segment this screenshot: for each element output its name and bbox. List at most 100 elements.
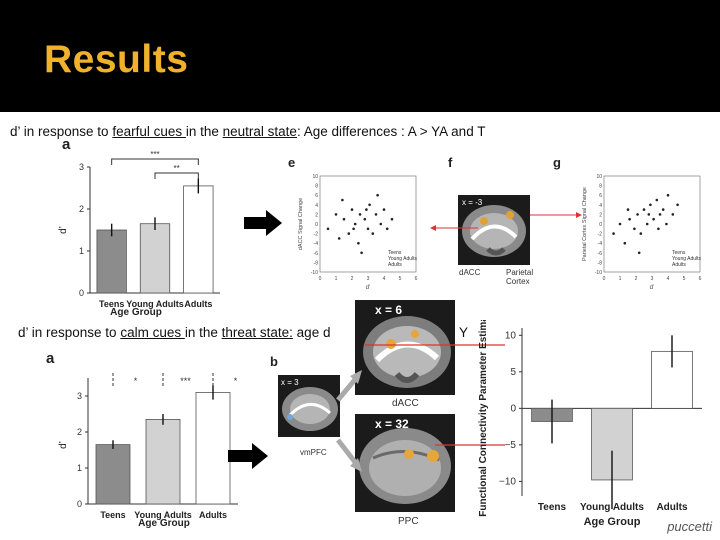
plot-area <box>319 175 417 273</box>
x-tick-label: 5 <box>683 276 686 282</box>
y-tick-label: -8 <box>598 260 603 266</box>
svg-text:x = 3: x = 3 <box>281 378 299 387</box>
y-tick-label: 5 <box>510 367 516 378</box>
scatter-point <box>618 222 622 226</box>
scatter-point <box>657 227 660 231</box>
y-tick-label: 8 <box>599 184 602 190</box>
legend-entry: Teens <box>388 250 402 256</box>
x-tick-label: Teens <box>99 299 124 309</box>
y-tick-label: 1 <box>77 463 82 473</box>
y-axis-label: d’ <box>58 441 69 449</box>
scatter-point <box>652 217 655 221</box>
title-banner <box>0 0 720 112</box>
x-axis-label: d’ <box>650 285 655 291</box>
y-tick-label: 10 <box>596 174 602 180</box>
x-tick-label: 4 <box>383 276 386 282</box>
x-axis-label: d’ <box>366 285 371 291</box>
y-tick-label: 3 <box>77 391 82 401</box>
y-tick-label: -2 <box>598 232 603 238</box>
scatter-point <box>353 222 357 226</box>
scatter-point <box>649 203 652 207</box>
x-axis-label: Age Group <box>138 518 190 529</box>
x-tick-label: 6 <box>415 276 418 282</box>
scatter-point <box>347 232 351 235</box>
significance-label: * <box>134 376 138 386</box>
x-tick-label: 1 <box>619 276 622 282</box>
y-tick-label: 2 <box>77 427 82 437</box>
scatter-point <box>390 217 394 221</box>
y-tick-label: −5 <box>505 440 517 451</box>
result-line-2: d’ in response to calm cues in the threa… <box>18 325 331 340</box>
credit-text: puccetti <box>667 519 712 534</box>
x-axis-label: Age Group <box>584 516 641 528</box>
y-tick-label: -10 <box>311 270 318 276</box>
svg-text:x = -3: x = -3 <box>462 198 483 207</box>
scatter-point <box>676 203 679 207</box>
right-arrow-icon <box>244 210 282 236</box>
y-tick-label: -10 <box>595 270 602 276</box>
x-tick-label: 4 <box>667 276 670 282</box>
panel-label-e: e <box>288 155 296 170</box>
y-tick-label: 2 <box>315 212 318 218</box>
bar-adults <box>195 392 231 505</box>
bar-young-adults <box>139 223 171 294</box>
x-tick-label: Adults <box>656 502 688 513</box>
brain-sagittal-dacc-large: x = 6 <box>355 300 455 395</box>
y-tick-label: 1 <box>79 246 84 256</box>
x-tick-label: Teens <box>100 510 125 520</box>
scatter-point <box>326 227 330 231</box>
bar-chart-functional-connectivity: −10 −5 0 5 10 Teens Young Adults Adults Age Grou… <box>478 320 702 528</box>
bar-chart-fearful-neutral: 0 1 2 3 Teens Young Adults Adults Age Group d’ **… <box>58 150 220 318</box>
y-tick-label: 2 <box>79 204 84 214</box>
scatter-point <box>636 213 639 216</box>
brain-label-vmpfc: vmPFC <box>300 448 327 457</box>
scatter-dacc: 0 1 2 3 4 5 6 -10 -8 -6 -4 -2 0 2 4 6 8 10 d’ dACC Signal C… <box>298 174 418 291</box>
y-tick-label: 0 <box>77 499 82 509</box>
scatter-point <box>371 232 375 235</box>
y-tick-label: -4 <box>314 241 319 247</box>
scatter-point <box>382 208 386 211</box>
scatter-point <box>376 193 379 197</box>
scatter-parietal: 0 1 2 3 4 5 6 -10 -8 -6 -4 -2 0 2 4 6 8 10 d’ Parietal Cort… <box>582 174 702 291</box>
red-connector-lines <box>430 212 582 231</box>
x-tick-label: Adults <box>184 299 212 309</box>
x-tick-label: Adults <box>199 510 227 520</box>
significance-label: ** <box>174 164 180 173</box>
y-tick-label: -6 <box>598 251 603 257</box>
y-tick-label: -2 <box>314 232 319 238</box>
y-axis-label: dACC Signal Change <box>298 198 304 250</box>
result-line-2-tail: Y <box>459 325 469 340</box>
brain-label-ppc: PPC <box>398 516 419 527</box>
y-tick-label: -6 <box>314 251 319 257</box>
y-tick-label: 0 <box>315 222 318 228</box>
significance-label: *** <box>180 376 191 386</box>
brain-label-dacc: dACC <box>459 268 481 277</box>
panel-label-b: b <box>270 354 278 369</box>
scatter-point <box>365 208 368 211</box>
brain-sagittal-ppc-large: x = 32 <box>355 414 455 512</box>
y-tick-label: 4 <box>599 203 602 209</box>
legend-entry: Adults <box>388 262 402 268</box>
bar-teens <box>95 444 131 505</box>
legend-entry: Young Adults <box>672 256 702 262</box>
scatter-point <box>363 217 367 221</box>
slide-title: Results <box>44 38 189 81</box>
scatter-point <box>655 198 659 202</box>
scatter-point <box>357 241 360 245</box>
y-axis-label: d’ <box>58 226 69 234</box>
scatter-point <box>374 213 378 216</box>
scatter-point <box>352 227 355 231</box>
bar-teens <box>96 229 127 294</box>
y-tick-label: -4 <box>598 241 603 247</box>
panel-label-g: g <box>553 155 561 170</box>
svg-text:x = 6: x = 6 <box>375 303 402 317</box>
scatter-point <box>647 213 651 216</box>
y-axis-label: Parietal Cortex Signal Change <box>582 187 588 261</box>
brain-sagittal-vmpfc: x = 3 <box>278 375 340 437</box>
outline-arrows-icon <box>336 370 362 472</box>
panel-label-a-bottom: a <box>46 350 55 367</box>
scatter-point <box>665 222 668 226</box>
y-tick-label: 8 <box>315 184 318 190</box>
scatter-point <box>666 193 670 197</box>
